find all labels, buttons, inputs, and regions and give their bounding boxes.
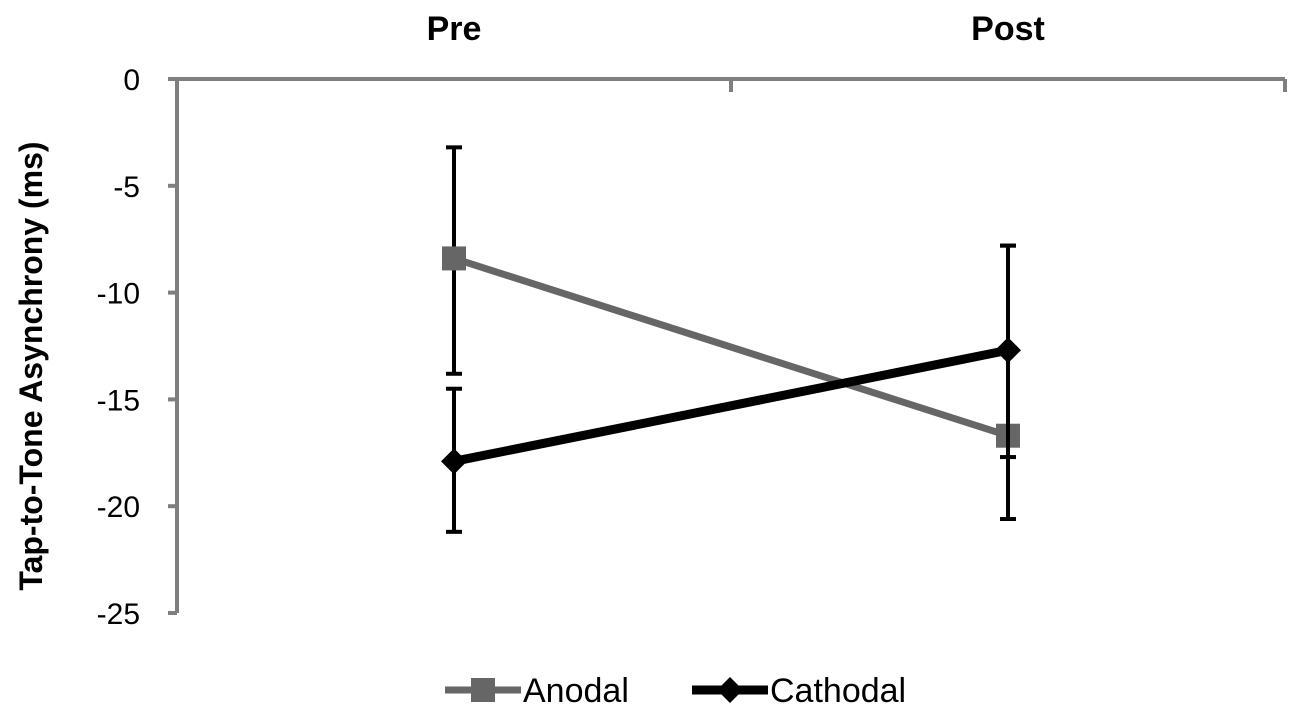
y-tick-label: -5 (113, 171, 140, 204)
axis-layer: Tap-to-Tone Asynchrony (ms) (13, 77, 1285, 613)
y-tick-label: -15 (97, 384, 140, 417)
legend: Anodal Cathodal (445, 672, 906, 710)
cathodal-line (453, 345, 1009, 466)
legend-label: Cathodal (770, 672, 906, 710)
ticks-layer: 0 -5 -10 -15 -20 -25 Pre Post (97, 10, 1287, 631)
y-tick-label: -25 (97, 598, 140, 631)
legend-anodal-point (471, 678, 495, 702)
series-anodal (442, 145, 1020, 460)
legend-cathodal-point (717, 677, 743, 703)
y-tick-label: -10 (97, 278, 140, 311)
x-category-label: Pre (427, 10, 482, 48)
cathodal-point (441, 448, 467, 475)
legend-item-anodal: Anodal (445, 672, 629, 710)
legend-item-cathodal: Cathodal (692, 672, 906, 710)
y-tick-label: 0 (123, 64, 140, 97)
series-layer (441, 145, 1021, 534)
x-category-label: Post (971, 10, 1045, 48)
anodal-point (442, 246, 466, 271)
anodal-line (452, 255, 1010, 440)
series-cathodal (441, 243, 1021, 534)
legend-label: Anodal (523, 672, 629, 710)
y-axis-title: Tap-to-Tone Asynchrony (ms) (13, 141, 49, 590)
y-tick-label: -20 (97, 491, 140, 524)
cathodal-point (995, 337, 1021, 364)
